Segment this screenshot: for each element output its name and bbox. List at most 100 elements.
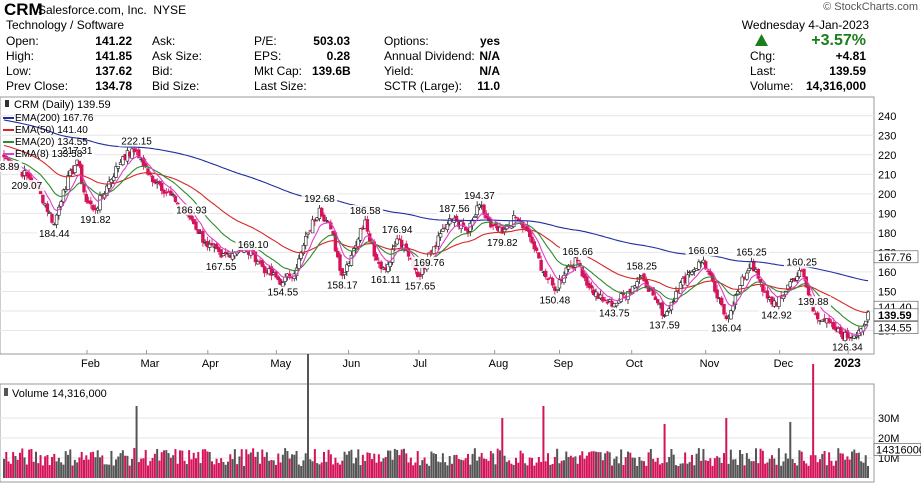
price-label-bg-1: [9, 180, 45, 192]
volume-bar-249: [572, 457, 575, 478]
candle-body-123: [283, 276, 287, 282]
candle-body-120: [276, 276, 280, 281]
price-label-bg-20: [559, 245, 596, 257]
candle-body-33: [77, 160, 82, 167]
volume-bar-165: [380, 461, 383, 478]
candle-body-361: [827, 318, 831, 323]
candle-body-114: [262, 266, 267, 274]
candle-body-213: [489, 220, 493, 228]
volume-bar-53: [124, 455, 127, 478]
volume-bar-166: [382, 458, 385, 478]
volume-bar-316: [725, 418, 728, 478]
volume-bar-241: [553, 456, 556, 478]
y-tick-180: 180: [878, 228, 896, 240]
volume-bar-217: [499, 450, 501, 478]
stockcharts-watermark[interactable]: © StockCharts.com: [823, 1, 918, 13]
volume-bar-349: [800, 451, 803, 478]
col3-label-0: P/E:: [254, 34, 277, 48]
volume-bar-8: [21, 448, 24, 478]
candle-body-240: [550, 278, 555, 286]
volume-bar-330: [757, 463, 760, 478]
volume-bar-26: [62, 464, 65, 478]
volume-bar-114: [263, 456, 266, 478]
month-label-9: Nov: [700, 358, 720, 370]
volume-bar-273: [627, 451, 629, 478]
volume-bar-200: [460, 459, 463, 478]
volume-bar-286: [656, 457, 659, 478]
price-label-14: 176.94: [382, 225, 413, 236]
candle-body-96: [221, 253, 226, 257]
volume-bar-263: [604, 453, 607, 478]
volume-bar-231: [531, 457, 533, 478]
volume-bar-377: [864, 455, 867, 478]
volume-bar-268: [615, 456, 618, 478]
volume-bar-347: [796, 465, 799, 478]
price-label-bg-12: [347, 205, 383, 217]
volume-bar-132: [304, 453, 307, 478]
volume-bar-172: [396, 449, 399, 478]
price-label-bg-29: [783, 256, 820, 268]
price-label-bg-14: [379, 223, 415, 235]
volume-bar-65: [151, 457, 154, 478]
volume-bar-283: [649, 448, 652, 478]
volume-bar-261: [599, 452, 602, 478]
candle-body-332: [761, 284, 765, 292]
volume-bar-85: [197, 451, 200, 478]
volume-bar-111: [256, 451, 259, 478]
candle-body-315: [722, 303, 726, 315]
candle-body-69: [160, 182, 164, 191]
volume-bar-77: [179, 450, 181, 478]
chart-title-group: CRM (Daily) 139.59: [5, 99, 111, 111]
volume-bar-94: [217, 463, 220, 478]
volume-bar-361: [828, 452, 831, 478]
quote-header: CRM Salesforce.com, Inc. NYSE Technology…: [0, 0, 921, 100]
candle-body-56: [130, 148, 134, 159]
volume-bar-143: [329, 454, 332, 478]
candle-body-320: [733, 294, 738, 305]
volume-bar-11: [28, 449, 31, 478]
volume-bar-311: [713, 458, 716, 478]
volume-bar-141: [325, 461, 328, 478]
legend-label-2: EMA(20) 134.55: [15, 137, 88, 148]
y-tick-240: 240: [878, 111, 896, 123]
volume-bar-220: [505, 461, 508, 478]
volume-bar-271: [622, 464, 625, 478]
volume-bar-366: [839, 453, 842, 478]
volume-bar-290: [665, 462, 668, 478]
volume-bar-20: [48, 465, 51, 478]
volume-bar-2: [7, 461, 10, 478]
col1-value-1: 141.85: [95, 49, 132, 63]
ema50-line: [3, 144, 868, 314]
volume-bar-27: [64, 451, 67, 478]
quote-date: Wednesday 4-Jan-2023: [741, 18, 869, 32]
volume-bar-256: [588, 452, 591, 478]
price-label-bg-18: [461, 189, 498, 201]
volume-bar-346: [793, 462, 796, 478]
ema8-line: [3, 155, 869, 336]
change-percent: +3.57%: [811, 32, 866, 49]
volume-bar-152: [350, 449, 353, 478]
price-label-15: 157.65: [405, 282, 436, 293]
volume-bar-91: [211, 461, 213, 478]
candle-body-280: [642, 273, 646, 282]
price-label-bg-24: [646, 319, 683, 331]
volume-bar-175: [403, 448, 405, 478]
col1-label-2: Low:: [6, 64, 32, 78]
volume-bar-260: [597, 452, 600, 478]
price-label-13: 161.11: [371, 275, 401, 286]
month-label-5: Jul: [413, 358, 427, 370]
ema20-line: [3, 156, 869, 327]
price-label-6: 186.93: [176, 205, 207, 216]
month-label-0: Feb: [81, 358, 100, 370]
volume-bar-93: [215, 458, 218, 478]
volume-bar-215: [494, 464, 497, 478]
month-label-1: Mar: [140, 358, 159, 370]
col3-label-2: Mkt Cap:: [254, 64, 303, 78]
candle-body-284: [651, 287, 655, 296]
volume-bar-156: [359, 465, 362, 478]
volume-bar-354: [812, 364, 815, 478]
price-label-bg-0: [0, 160, 22, 172]
volume-bar-284: [652, 458, 655, 478]
price-label-11: 158.17: [327, 280, 358, 291]
candle-body-207: [475, 205, 479, 216]
